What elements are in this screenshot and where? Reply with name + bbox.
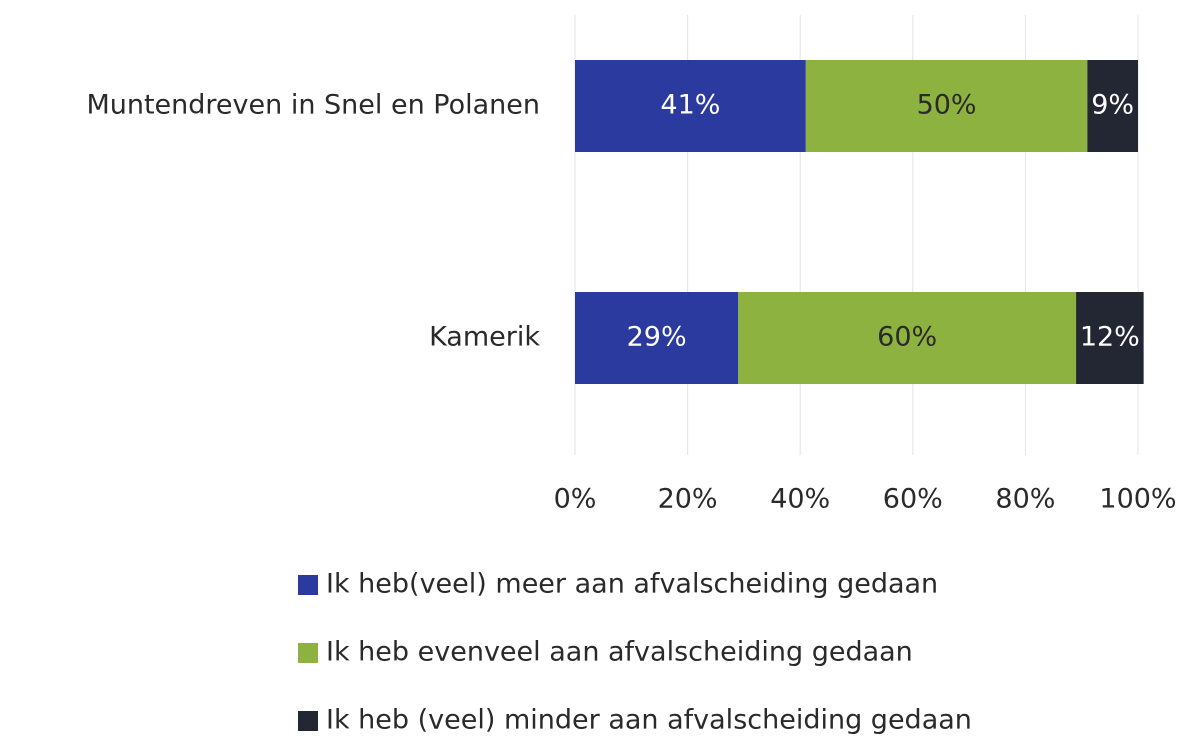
legend-swatch: [298, 711, 318, 731]
bar-segment: [1076, 292, 1144, 384]
data-label: 9%: [1091, 90, 1134, 121]
legend-label: Ik heb evenveel aan afvalscheiding gedaa…: [326, 637, 913, 668]
data-label: 60%: [877, 322, 937, 353]
bar-segment: [805, 60, 1088, 152]
data-label: 29%: [627, 322, 687, 353]
x-tick-label: 80%: [995, 484, 1055, 515]
category-label: Kamerik: [429, 322, 540, 353]
bar-segment: [738, 292, 1077, 384]
legend-label: Ik heb(veel) meer aan afvalscheiding ged…: [326, 569, 938, 600]
data-label: 50%: [917, 90, 977, 121]
legend-swatch: [298, 643, 318, 663]
x-tick-label: 0%: [554, 484, 597, 515]
data-label: 41%: [660, 90, 720, 121]
x-tick-label: 60%: [883, 484, 943, 515]
x-tick-label: 100%: [1099, 484, 1176, 515]
bar-segment: [575, 292, 739, 384]
bar-segment: [1087, 60, 1138, 152]
x-tick-label: 20%: [658, 484, 718, 515]
legend-swatch: [298, 575, 318, 595]
x-tick-label: 40%: [770, 484, 830, 515]
legend-label: Ik heb (veel) minder aan afvalscheiding …: [326, 705, 972, 736]
category-label: Muntendreven in Snel en Polanen: [86, 90, 540, 121]
bar-segment: [575, 60, 806, 152]
data-label: 12%: [1080, 322, 1140, 353]
